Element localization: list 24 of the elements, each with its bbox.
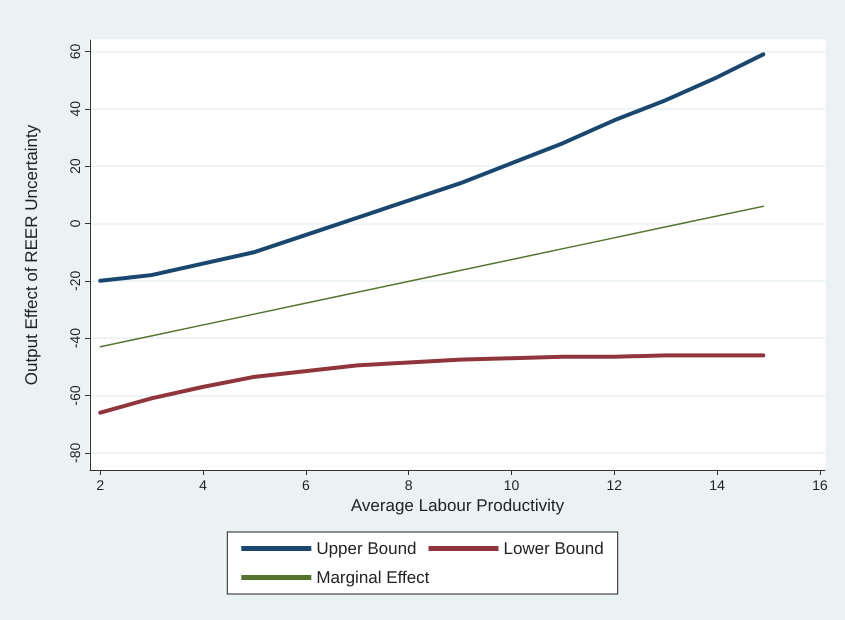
- y-tick-label: 20: [67, 158, 83, 174]
- x-axis-title: Average Labour Productivity: [350, 496, 565, 515]
- x-tick-label: 6: [302, 477, 310, 493]
- y-tick-label: 40: [67, 100, 83, 117]
- x-tick-label: 2: [96, 477, 104, 493]
- line-series: [100, 206, 764, 348]
- line-series: [98, 353, 766, 415]
- y-tick-label: 60: [67, 43, 83, 60]
- line-series: [98, 52, 766, 283]
- x-tick-label: 16: [812, 477, 828, 493]
- y-tick-label: -40: [67, 328, 83, 348]
- x-tick-label: 12: [606, 477, 622, 493]
- legend-label: Lower Bound: [504, 539, 604, 558]
- x-tick-label: 10: [504, 477, 520, 493]
- x-tick-label: 4: [199, 477, 208, 493]
- x-tick-label: 14: [709, 477, 726, 493]
- y-tick-label: -60: [67, 385, 83, 406]
- legend-label: Upper Bound: [316, 539, 417, 558]
- legend-label: Marginal Effect: [316, 568, 430, 587]
- y-axis-title: Output Effect of REER Uncertainty: [22, 124, 41, 386]
- y-tick-label: -20: [67, 270, 83, 291]
- x-tick-label: 8: [404, 477, 413, 493]
- y-tick-label: 0: [67, 219, 83, 228]
- y-tick-label: -80: [67, 442, 83, 463]
